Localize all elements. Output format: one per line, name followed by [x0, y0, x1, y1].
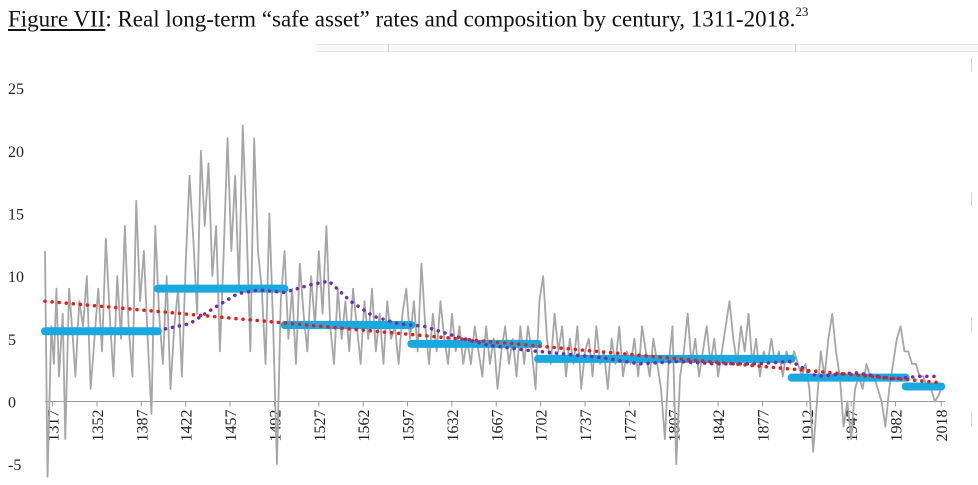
- x-tick-label: 1457: [223, 410, 240, 442]
- x-tick-label: 2018: [934, 410, 951, 442]
- x-tick-label: 1527: [312, 410, 329, 442]
- scroll-edge-marker: [971, 192, 978, 206]
- y-tick-label: 10: [8, 269, 24, 286]
- y-tick-label: 25: [8, 81, 24, 98]
- trend-line: [43, 299, 943, 385]
- figure-caption: : Real long-term “safe asset” rates and …: [105, 6, 796, 32]
- x-tick-label: 1772: [622, 410, 639, 442]
- x-tick-label: 1842: [711, 410, 728, 442]
- x-tick-label: 1562: [356, 410, 373, 442]
- footnote-marker: 23: [795, 4, 809, 19]
- y-axis-ticks: 25 20 15 10 5 0 -5: [8, 81, 24, 474]
- x-tick-label: 1877: [755, 410, 772, 442]
- figure-title: Figure VII: Real long-term “safe asset” …: [8, 4, 809, 33]
- y-tick-label: -5: [8, 457, 21, 474]
- trend-line-series: [43, 299, 943, 385]
- x-tick-label: 1982: [889, 410, 906, 442]
- x-tick-label: 1352: [90, 410, 107, 442]
- y-tick-label: 0: [8, 395, 16, 412]
- x-tick-label: 1667: [489, 410, 506, 442]
- toolbar-divider: [388, 44, 389, 52]
- x-tick-label: 1632: [445, 410, 462, 442]
- toolbar-divider: [795, 44, 796, 52]
- y-tick-label: 15: [8, 206, 24, 223]
- y-tick-label: 5: [8, 332, 16, 349]
- scroll-edge-marker: [971, 318, 978, 332]
- x-tick-label: 1422: [179, 410, 196, 442]
- x-tick-label: 1597: [401, 410, 418, 442]
- x-tick-label: 1737: [578, 410, 595, 442]
- x-tick-label: 1702: [534, 410, 551, 442]
- century-average-series: [41, 284, 946, 391]
- figure-label: Figure VII: [8, 6, 106, 32]
- page-toolbar-strip: [316, 44, 978, 52]
- scroll-edge-marker: [971, 58, 978, 72]
- y-tick-label: 20: [8, 144, 24, 161]
- scroll-edge-marker: [971, 412, 978, 426]
- x-tick-label: 1387: [134, 410, 151, 442]
